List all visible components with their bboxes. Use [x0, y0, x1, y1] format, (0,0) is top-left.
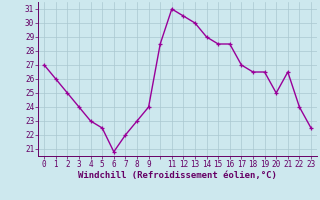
X-axis label: Windchill (Refroidissement éolien,°C): Windchill (Refroidissement éolien,°C) — [78, 171, 277, 180]
